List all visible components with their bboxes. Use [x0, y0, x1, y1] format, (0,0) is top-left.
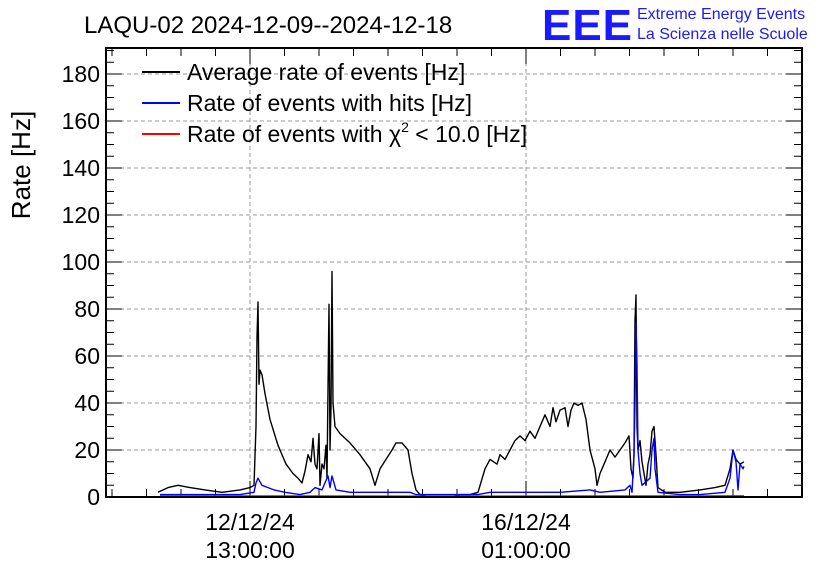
- plot-frame: [105, 47, 803, 498]
- y-tick-label: 120: [62, 202, 100, 228]
- x-tick-label-date: 12/12/24: [205, 509, 295, 535]
- y-axis-label: Rate [Hz]: [6, 111, 36, 219]
- x-tick-label-time: 01:00:00: [481, 537, 571, 563]
- y-tick-label: 160: [62, 108, 100, 134]
- y-axis: 0 20 40 60 80 100 120 140 160 180: [62, 50, 802, 510]
- legend-label-chi2: Rate of events with χ2 < 10.0 [Hz]: [187, 119, 527, 147]
- chart-title: LAQU-02 2024-12-09--2024-12-18: [84, 12, 452, 39]
- y-tick-label: 180: [62, 61, 100, 87]
- y-tick-label: 40: [74, 390, 100, 416]
- legend-chi2-symbol: χ: [389, 121, 401, 147]
- eee-logo-mark: EEE: [542, 1, 631, 50]
- legend-label-average: Average rate of events [Hz]: [187, 59, 465, 85]
- eee-logo-line2: La Scienza nelle Scuole: [637, 26, 808, 43]
- x-tick-label-time: 13:00:00: [205, 537, 295, 563]
- x-tick-label-date: 16/12/24: [481, 509, 571, 535]
- legend-chi2-sup: 2: [401, 119, 409, 135]
- y-tick-label: 20: [74, 437, 100, 463]
- series-hits-rate: [160, 322, 745, 496]
- legend-label-hits: Rate of events with hits [Hz]: [187, 90, 472, 116]
- y-tick-label: 80: [74, 296, 100, 322]
- y-tick-label: 0: [87, 484, 100, 510]
- eee-logo: EEE Extreme Energy Events La Scienza nel…: [542, 1, 808, 50]
- y-tick-label: 100: [62, 249, 100, 275]
- legend-chi2-prefix: Rate of events with: [187, 121, 389, 147]
- grid-lines: [106, 48, 802, 497]
- legend-chi2-suffix: < 10.0 [Hz]: [409, 121, 527, 147]
- series-average-rate: [157, 270, 745, 498]
- series-group: [157, 270, 745, 498]
- y-tick-label: 140: [62, 155, 100, 181]
- y-tick-label: 60: [74, 343, 100, 369]
- eee-logo-line1: Extreme Energy Events: [637, 6, 805, 23]
- legend: Average rate of events [Hz] Rate of even…: [142, 59, 527, 147]
